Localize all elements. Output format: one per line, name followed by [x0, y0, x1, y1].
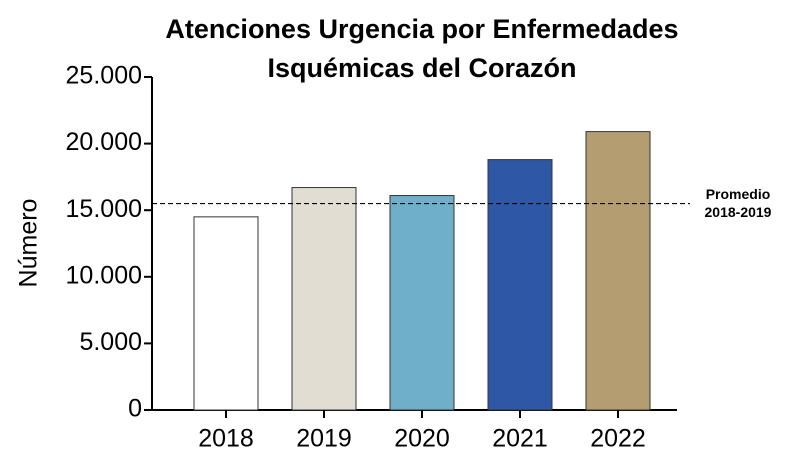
y-tick-label: 0	[128, 395, 142, 423]
bar	[291, 187, 357, 411]
bar	[193, 216, 259, 411]
x-tick-label: 2019	[296, 425, 352, 453]
x-tick-label: 2018	[198, 425, 254, 453]
y-tick-label: 20.000	[66, 128, 142, 156]
y-tick-label: 10.000	[66, 261, 142, 289]
x-tick-label: 2022	[590, 425, 646, 453]
y-axis-label: Número	[15, 199, 43, 288]
x-tick-label: 2021	[492, 425, 548, 453]
y-tick-label: 5.000	[79, 328, 142, 356]
x-tick-label: 2020	[394, 425, 450, 453]
bar	[585, 131, 651, 411]
reference-label: 2018-2019	[705, 204, 772, 220]
chart-title: Isquémicas del Corazón	[267, 53, 576, 83]
y-tick-label: 15.000	[66, 195, 142, 223]
chart-title: Atenciones Urgencia por Enfermedades	[165, 14, 678, 44]
reference-label: Promedio	[706, 186, 771, 202]
bar	[487, 159, 553, 411]
y-tick-label: 25.000	[66, 62, 142, 90]
bar	[389, 195, 455, 411]
